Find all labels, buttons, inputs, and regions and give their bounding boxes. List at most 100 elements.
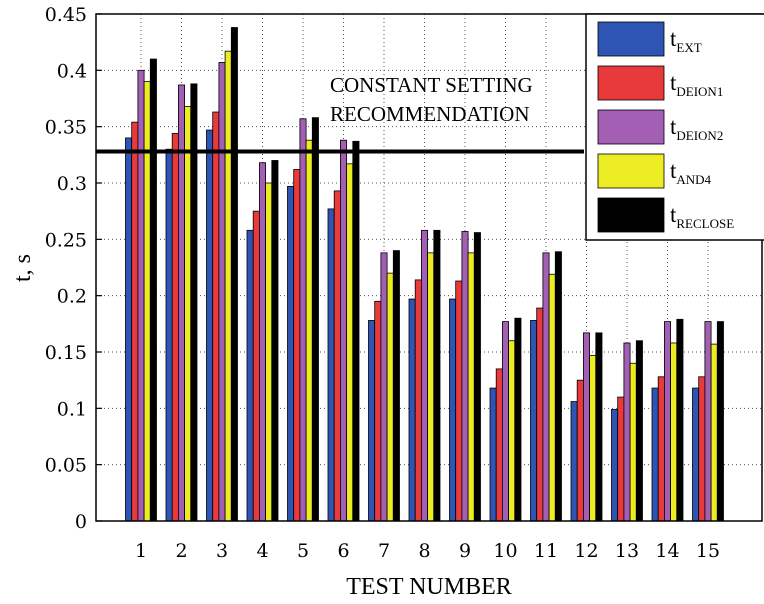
bar [576,379,584,522]
legend-label-t: t [670,70,677,95]
legend-label-subscript: DEION2 [676,128,723,143]
bar [692,387,700,522]
reference-label-line1: CONSTANT SETTING [330,73,533,97]
x-tick-label: 8 [418,540,430,562]
bar [305,139,313,522]
bar [218,62,226,522]
bars [125,27,724,522]
bar [698,376,706,522]
bar [374,300,382,522]
bar [670,342,678,522]
bar [664,321,672,522]
x-tick-label: 12 [574,540,598,562]
legend-label: tAND4 [670,158,712,187]
legend-swatch [597,109,665,145]
bar [716,321,724,522]
bar [137,69,145,522]
bar [265,182,273,522]
y-tick-label: 0 [75,511,87,533]
bar [299,118,307,522]
bar [271,160,279,522]
bar [224,50,232,522]
x-axis-label: TEST NUMBER [346,574,512,600]
reference-line-group: CONSTANT SETTING RECOMMENDATION [96,73,584,154]
y-tick-label: 0.4 [57,60,87,82]
bar [611,409,619,522]
x-tick-label: 7 [378,540,390,562]
bar [461,231,469,522]
bar [501,321,509,522]
bar [495,368,503,522]
bar [617,396,625,522]
bar [125,137,133,522]
bar [368,320,376,522]
legend-label-subscript: DEION1 [676,84,723,99]
x-tick-label: 10 [493,540,517,562]
bar [339,139,347,522]
bar [595,332,603,522]
x-tick-labels: 1 2 3 4 5 6 7 8 9 10 11 12 13 14 15 [135,540,720,562]
bar [386,272,394,522]
y-tick-label: 0.05 [45,455,87,477]
bar [589,354,597,522]
reference-label-line2: RECOMMENDATION [330,102,530,126]
bar [530,320,538,522]
x-tick-label: 9 [459,540,471,562]
y-tick-labels: 0 0.05 0.1 0.15 0.2 0.25 0.3 0.35 0.4 0.45 [45,4,87,533]
bar [252,210,260,522]
bar [327,208,335,522]
x-tick-label: 6 [337,540,349,562]
bar [246,229,254,522]
bar [583,332,591,522]
bar [455,280,463,522]
legend-label: tRECLOSE [670,202,734,231]
y-tick-label: 0.1 [57,398,87,420]
y-tick-label: 0.25 [45,229,87,251]
bar [380,252,388,522]
bar [258,162,266,522]
bar [651,387,659,522]
legend-label-t: t [670,202,677,227]
axes [95,13,763,522]
bar [165,148,173,522]
legend-swatch [597,197,665,233]
bar [420,229,428,522]
bar [635,340,643,522]
x-tick-label: 15 [696,540,720,562]
bar [710,343,718,522]
y-axis-label: t, s [10,254,36,282]
bar [433,229,441,522]
bar [212,111,220,522]
bar [542,252,550,522]
legend-swatch [597,153,665,189]
bar [184,105,192,522]
bar [352,140,360,522]
bar [346,163,354,522]
bar [570,401,578,522]
bar [408,298,416,522]
bar [230,27,238,522]
bar [536,307,544,522]
x-tick-label: 2 [175,540,187,562]
legend-swatch [597,21,665,57]
bar [143,81,151,522]
legend-label-t: t [670,114,677,139]
bar [287,185,295,522]
legend-label-t: t [670,158,677,183]
legend-label-subscript: AND4 [676,172,711,187]
bar [190,83,198,522]
y-tick-label: 0.15 [45,342,87,364]
y-tick-label: 0.3 [57,173,87,195]
x-tick-label: 11 [534,540,558,562]
x-tick-label: 13 [615,540,639,562]
bar [657,376,665,522]
bar [293,169,301,522]
x-tick-label: 14 [655,540,679,562]
y-tick-label: 0.45 [45,4,87,26]
legend-swatch [597,65,665,101]
bar [629,362,637,522]
x-tick-label: 3 [216,540,228,562]
x-tick-label: 4 [256,540,268,562]
